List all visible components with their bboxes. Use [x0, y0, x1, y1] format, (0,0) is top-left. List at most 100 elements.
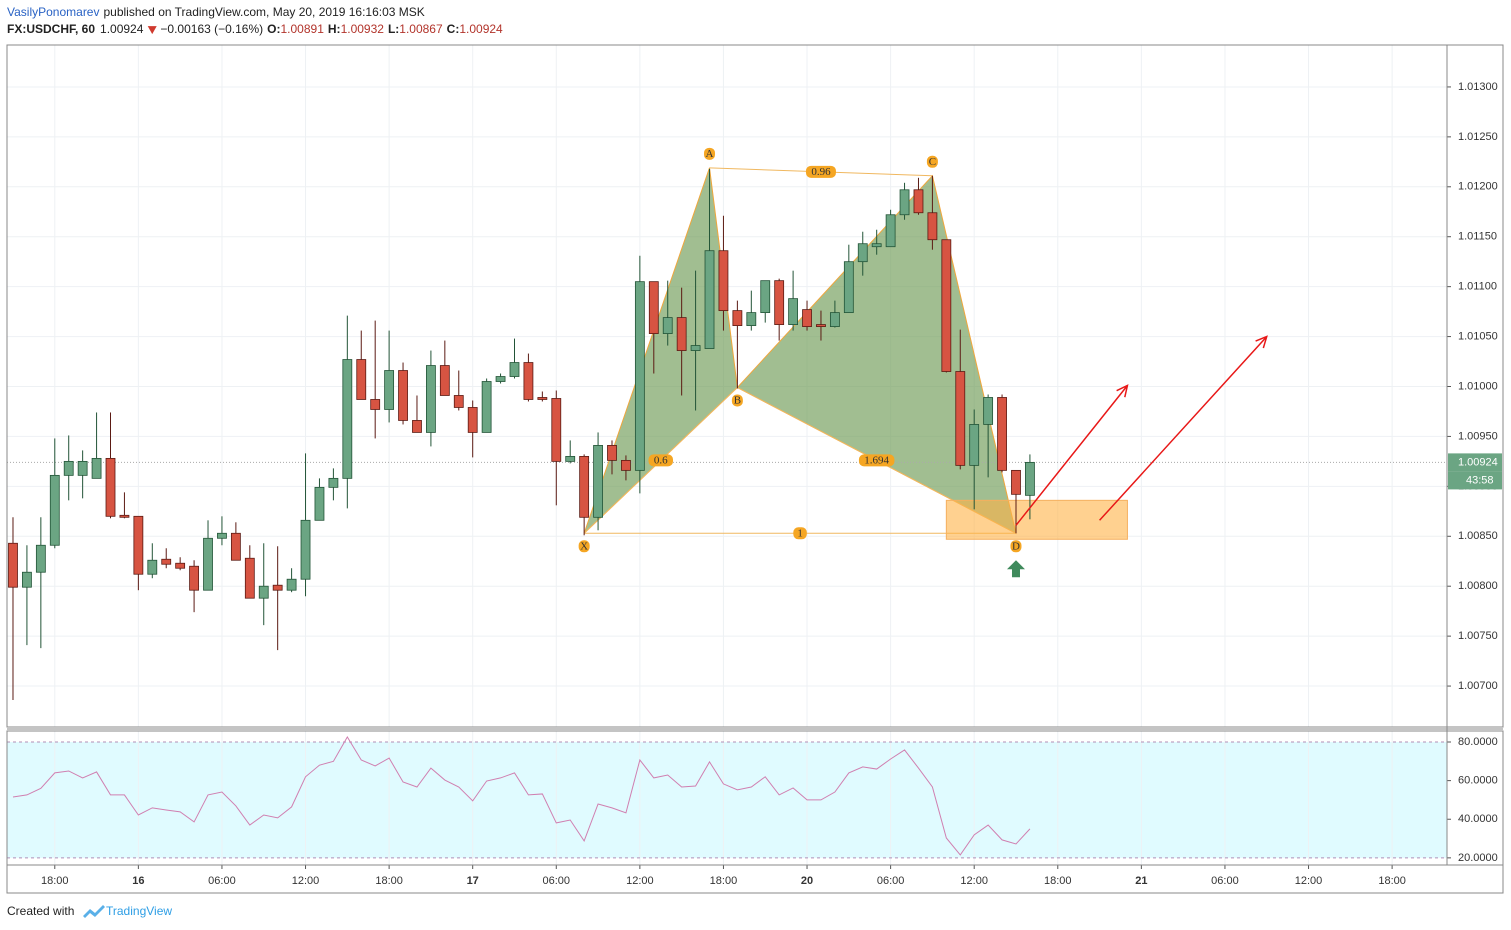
candle-body — [439, 365, 450, 396]
c-key: C: — [447, 22, 460, 36]
x-tick-label: 12:00 — [1295, 875, 1323, 887]
candle-body — [704, 250, 715, 349]
candle-body — [161, 558, 172, 565]
candle-body — [509, 362, 520, 377]
candle-body — [662, 317, 673, 334]
countdown-box — [1448, 471, 1502, 490]
candle-body — [829, 312, 840, 327]
candle-body — [481, 381, 492, 433]
last: 1.00924 — [100, 22, 144, 36]
o-value: 1.00891 — [281, 22, 325, 36]
candle-body — [49, 474, 60, 546]
buy-arrow — [1006, 560, 1025, 578]
l-key: L: — [388, 22, 399, 36]
last-price-label: 1.00924 — [1458, 456, 1498, 468]
pattern-label-box — [805, 165, 836, 178]
pattern-label: C — [929, 156, 936, 168]
candle-body — [690, 345, 701, 351]
y-tick-label: 1.01050 — [1458, 330, 1498, 342]
candle-body — [119, 514, 130, 518]
candle-body — [175, 562, 186, 569]
y-tick-label: 1.01100 — [1458, 281, 1497, 293]
x-tick-label: 18:00 — [41, 875, 69, 887]
time-axis-frame — [6, 864, 1504, 894]
pattern-label-box — [926, 155, 938, 168]
x-tick-label: 06:00 — [1211, 875, 1239, 887]
candle-body — [955, 371, 966, 466]
symbol: FX:USDCHF, 60 — [7, 22, 95, 36]
c-value: 1.00924 — [459, 22, 503, 36]
y-tick-label: 60.0000 — [1458, 775, 1498, 787]
candle-body — [217, 532, 227, 539]
candle-body — [857, 243, 868, 263]
candle-body — [328, 477, 339, 488]
forecast-arrow — [1099, 335, 1268, 521]
pattern-label: D — [1012, 540, 1020, 552]
candle-body — [927, 212, 938, 241]
brand[interactable]: TradingView — [106, 904, 172, 918]
candle-body — [314, 486, 325, 521]
y-tick-label: 1.00700 — [1458, 680, 1498, 692]
x-tick-label: 21 — [1135, 875, 1147, 887]
candle-body — [133, 515, 144, 575]
y-tick-label: 1.01150 — [1458, 231, 1497, 243]
candle-body — [370, 399, 381, 410]
candle-body — [356, 359, 367, 400]
candle-body — [1025, 461, 1035, 496]
candle-body — [426, 365, 436, 433]
h-key: H: — [328, 22, 341, 36]
candle-body — [230, 532, 241, 561]
pattern-label: X — [580, 540, 588, 552]
header-line-1: VasilyPonomarev published on TradingView.… — [7, 5, 425, 19]
candle-body — [579, 455, 590, 518]
candle-body — [300, 519, 311, 580]
down-triangle — [147, 26, 157, 35]
candle-body — [788, 298, 799, 325]
countdown-label: 43:58 — [1466, 474, 1494, 486]
candle-body — [565, 455, 576, 462]
candle-body — [8, 542, 18, 588]
candle-body — [272, 584, 283, 591]
candle-body — [983, 397, 994, 425]
x-tick-label: 06:00 — [208, 875, 236, 887]
candle-body — [913, 189, 924, 214]
candle-body — [189, 565, 199, 591]
x-tick-label: 12:00 — [292, 875, 320, 887]
logo — [83, 905, 105, 918]
candle-body — [871, 243, 882, 248]
candle-body — [607, 445, 617, 461]
candle-body — [105, 457, 116, 517]
pattern-label-box — [648, 454, 674, 467]
candle-body — [398, 370, 408, 421]
candle-body — [718, 250, 729, 312]
candle-body — [91, 457, 102, 479]
candle-body — [760, 280, 771, 314]
pattern-label: 1.694 — [864, 454, 889, 466]
created-with: Created with — [7, 904, 74, 918]
pattern-label: 0.6 — [654, 454, 668, 466]
candle-body — [147, 559, 158, 575]
author[interactable]: VasilyPonomarev — [7, 5, 99, 19]
candle-body — [537, 397, 548, 400]
candle-body — [648, 281, 659, 334]
y-tick-label: 1.01000 — [1458, 380, 1498, 392]
y-tick-label: 1.00750 — [1458, 630, 1498, 642]
candle-body — [453, 395, 464, 408]
pattern-label: A — [706, 148, 714, 160]
pattern-label-box — [578, 540, 590, 553]
x-tick-label: 06:00 — [877, 875, 905, 887]
o-key: O: — [267, 22, 280, 36]
candle-body — [593, 445, 603, 518]
candle-body — [286, 578, 297, 591]
x-tick-label: 20 — [801, 875, 813, 887]
header-line-2: FX:USDCHF, 60 1.00924 −0.00163 (−0.16%) O:1… — [7, 22, 503, 36]
y-tick-label: 1.01200 — [1458, 181, 1498, 193]
candle-body — [676, 317, 687, 351]
pattern-label-box — [1010, 540, 1022, 553]
target-zone — [945, 499, 1128, 540]
candle-body — [551, 398, 562, 462]
pattern-label: 0.96 — [811, 166, 831, 178]
rsi-line — [12, 736, 1031, 856]
candle-body — [384, 370, 395, 410]
